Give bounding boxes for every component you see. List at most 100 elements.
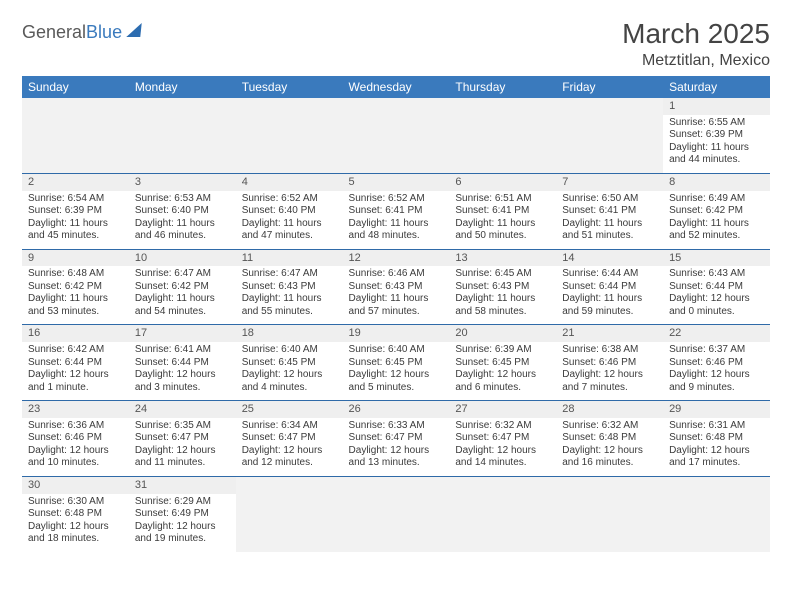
- calendar-cell: [343, 98, 450, 173]
- sunset-label: Sunset: 6:42 PM: [28, 281, 123, 294]
- calendar-cell: [449, 476, 556, 551]
- daylight-label: and 54 minutes.: [135, 306, 230, 319]
- daylight-label: Daylight: 11 hours: [669, 142, 764, 155]
- day-number: 31: [129, 477, 236, 494]
- day-number: 23: [22, 401, 129, 418]
- daylight-label: Daylight: 11 hours: [135, 218, 230, 231]
- day-number: 16: [22, 325, 129, 342]
- sunrise-label: Sunrise: 6:29 AM: [135, 496, 230, 509]
- day-header: Friday: [556, 76, 663, 98]
- daylight-label: Daylight: 12 hours: [669, 293, 764, 306]
- sunset-label: Sunset: 6:40 PM: [242, 205, 337, 218]
- daylight-label: and 9 minutes.: [669, 382, 764, 395]
- calendar-cell: 6Sunrise: 6:51 AMSunset: 6:41 PMDaylight…: [449, 173, 556, 249]
- daylight-label: and 52 minutes.: [669, 230, 764, 243]
- sunrise-label: Sunrise: 6:47 AM: [135, 268, 230, 281]
- daylight-label: and 17 minutes.: [669, 457, 764, 470]
- sunset-label: Sunset: 6:42 PM: [135, 281, 230, 294]
- daylight-label: Daylight: 12 hours: [669, 369, 764, 382]
- calendar-cell: 31Sunrise: 6:29 AMSunset: 6:49 PMDayligh…: [129, 476, 236, 551]
- daylight-label: Daylight: 12 hours: [28, 521, 123, 534]
- header: General Blue March 2025 Metztitlan, Mexi…: [22, 18, 770, 70]
- day-number: 11: [236, 250, 343, 267]
- day-header: Wednesday: [343, 76, 450, 98]
- daylight-label: Daylight: 12 hours: [349, 445, 444, 458]
- daylight-label: and 10 minutes.: [28, 457, 123, 470]
- daylight-label: and 12 minutes.: [242, 457, 337, 470]
- daylight-label: and 47 minutes.: [242, 230, 337, 243]
- calendar-cell: 28Sunrise: 6:32 AMSunset: 6:48 PMDayligh…: [556, 401, 663, 477]
- calendar-cell: 27Sunrise: 6:32 AMSunset: 6:47 PMDayligh…: [449, 401, 556, 477]
- daylight-label: Daylight: 12 hours: [242, 369, 337, 382]
- calendar-cell: 23Sunrise: 6:36 AMSunset: 6:46 PMDayligh…: [22, 401, 129, 477]
- logo-word-blue: Blue: [86, 22, 122, 43]
- daylight-label: Daylight: 12 hours: [455, 445, 550, 458]
- calendar-cell: [343, 476, 450, 551]
- day-number: 4: [236, 174, 343, 191]
- sunrise-label: Sunrise: 6:35 AM: [135, 420, 230, 433]
- daylight-label: and 0 minutes.: [669, 306, 764, 319]
- calendar-cell: 21 Sunrise: 6:38 AMSunset: 6:46 PMDayligh…: [556, 325, 663, 401]
- daylight-label: and 50 minutes.: [455, 230, 550, 243]
- day-number: 13: [449, 250, 556, 267]
- calendar-week-row: 30Sunrise: 6:30 AMSunset: 6:48 PMDayligh…: [22, 476, 770, 551]
- calendar-cell: 18Sunrise: 6:40 AMSunset: 6:45 PMDayligh…: [236, 325, 343, 401]
- daylight-label: and 51 minutes.: [562, 230, 657, 243]
- calendar-week-row: 23Sunrise: 6:36 AMSunset: 6:46 PMDayligh…: [22, 401, 770, 477]
- sunset-label: Sunset: 6:44 PM: [135, 357, 230, 370]
- day-header: Thursday: [449, 76, 556, 98]
- sunrise-label: Sunrise: 6:38 AM: [562, 344, 657, 357]
- sunrise-label: Sunrise: 6:40 AM: [349, 344, 444, 357]
- sunrise-label: Sunrise: 6:44 AM: [562, 268, 657, 281]
- day-number: 2: [22, 174, 129, 191]
- day-number: 21: [556, 325, 663, 342]
- daylight-label: and 16 minutes.: [562, 457, 657, 470]
- sunrise-label: Sunrise: 6:37 AM: [669, 344, 764, 357]
- sunrise-label: Sunrise: 6:47 AM: [242, 268, 337, 281]
- sunrise-label: Sunrise: 6:41 AM: [135, 344, 230, 357]
- sunset-label: Sunset: 6:45 PM: [242, 357, 337, 370]
- sunset-label: Sunset: 6:47 PM: [135, 432, 230, 445]
- daylight-label: and 13 minutes.: [349, 457, 444, 470]
- day-number: 18: [236, 325, 343, 342]
- sunset-label: Sunset: 6:40 PM: [135, 205, 230, 218]
- day-number: 5: [343, 174, 450, 191]
- day-number: 17: [129, 325, 236, 342]
- day-header: Tuesday: [236, 76, 343, 98]
- sunset-label: Sunset: 6:46 PM: [562, 357, 657, 370]
- calendar-cell: 14Sunrise: 6:44 AMSunset: 6:44 PMDayligh…: [556, 249, 663, 325]
- day-number: 9: [22, 250, 129, 267]
- calendar-week-row: 2Sunrise: 6:54 AMSunset: 6:39 PMDaylight…: [22, 173, 770, 249]
- day-header: Saturday: [663, 76, 770, 98]
- calendar-cell: [129, 98, 236, 173]
- sunrise-label: Sunrise: 6:54 AM: [28, 193, 123, 206]
- daylight-label: Daylight: 12 hours: [135, 445, 230, 458]
- day-number: 26: [343, 401, 450, 418]
- day-number: 29: [663, 401, 770, 418]
- daylight-label: Daylight: 11 hours: [455, 293, 550, 306]
- logo-word-general: General: [22, 22, 86, 43]
- daylight-label: Daylight: 12 hours: [562, 369, 657, 382]
- sunrise-label: Sunrise: 6:48 AM: [28, 268, 123, 281]
- calendar-cell: 9Sunrise: 6:48 AMSunset: 6:42 PMDaylight…: [22, 249, 129, 325]
- daylight-label: and 46 minutes.: [135, 230, 230, 243]
- sunrise-label: Sunrise: 6:32 AM: [562, 420, 657, 433]
- daylight-label: and 11 minutes.: [135, 457, 230, 470]
- sunset-label: Sunset: 6:48 PM: [562, 432, 657, 445]
- day-header: Monday: [129, 76, 236, 98]
- day-number: 30: [22, 477, 129, 494]
- calendar-cell: 4Sunrise: 6:52 AMSunset: 6:40 PMDaylight…: [236, 173, 343, 249]
- daylight-label: Daylight: 11 hours: [669, 218, 764, 231]
- calendar-cell: [236, 476, 343, 551]
- sunset-label: Sunset: 6:43 PM: [455, 281, 550, 294]
- sunset-label: Sunset: 6:46 PM: [669, 357, 764, 370]
- calendar-cell: [449, 98, 556, 173]
- calendar-cell: [663, 476, 770, 551]
- day-number: 10: [129, 250, 236, 267]
- day-number: 25: [236, 401, 343, 418]
- day-number: 3: [129, 174, 236, 191]
- day-number: 8: [663, 174, 770, 191]
- daylight-label: Daylight: 11 hours: [28, 218, 123, 231]
- sunrise-label: Sunrise: 6:52 AM: [242, 193, 337, 206]
- calendar-cell: 15Sunrise: 6:43 AMSunset: 6:44 PMDayligh…: [663, 249, 770, 325]
